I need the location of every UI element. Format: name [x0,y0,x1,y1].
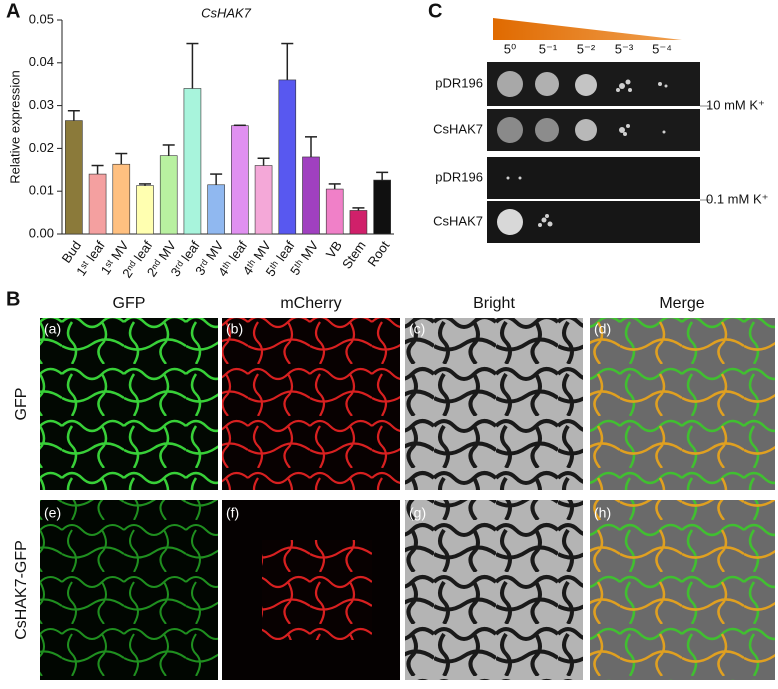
y-axis-label: Relative expression [7,70,22,183]
error-bar [352,207,365,211]
error-bar [305,136,317,157]
strain-label: CsHAK7 [433,121,483,136]
row-header: CsHAK7-GFP [13,540,30,640]
micrograph-region [262,540,372,640]
subpanel-label: (g) [409,505,426,521]
subpanel-label: (h) [594,505,611,521]
bar [88,173,107,235]
error-bar [67,109,80,121]
error-bar [186,42,199,89]
yeast-spots [497,71,668,235]
error-bar [115,152,128,165]
column-header: Merge [659,295,704,312]
bar [112,163,131,235]
subpanel-label: (f) [226,505,239,521]
error-bar [162,144,175,156]
subpanel-label: (b) [226,321,243,337]
micrograph [40,500,218,680]
micrograph [405,318,583,490]
error-bar [257,157,270,166]
error-bar [210,173,223,185]
x-tick-label: Root [364,238,392,269]
y-tick-label: 0.02 [29,140,54,155]
strain-label: CsHAK7 [433,213,483,228]
bar [373,179,391,235]
chart-title: CsHAK7 [201,5,252,20]
strain-label: pDR196 [435,169,483,184]
dilution-label: 5⁻³ [615,41,634,56]
bar [65,120,83,235]
dilution-gradient [493,18,682,40]
subpanel-label: (a) [44,321,61,337]
row-header: GFP [13,388,30,421]
y-tick-label: 0.03 [29,97,54,112]
column-header: mCherry [280,295,341,312]
dilution-label: 5⁻⁴ [652,41,672,56]
dilution-label: 5⁻¹ [539,41,558,56]
bar [278,79,297,235]
condition-label: 10 mM K⁺ [706,97,765,112]
micrograph [590,318,775,490]
y-tick-label: 0.04 [29,54,54,69]
column-header: Bright [473,295,515,312]
error-bar [281,42,294,80]
micrograph-labels: GFP mCherry Bright Merge GFP CsHAK7-GFP (a) (b)… [13,295,705,640]
bar [254,165,273,235]
panel-label: C [428,0,442,22]
bar [302,156,320,235]
spot-assay-labels: 5⁰ 5⁻¹ 5⁻² 5⁻³ 5⁻⁴ pDR196 CsHAK7 pDR196 CsHAK7 [433,41,672,228]
bar [159,155,178,235]
condition-label: 0.1 mM K⁺ [706,191,769,206]
panel-label: A [6,0,20,22]
strain-label: pDR196 [435,75,483,90]
bar [325,188,344,235]
micrograph [222,318,400,490]
subpanel-label: (e) [44,505,61,521]
micrograph [405,500,583,680]
y-tick-label: 0.01 [29,183,54,198]
bar [349,210,368,235]
subpanel-label: (c) [409,321,425,337]
error-bar [328,183,341,190]
column-header: GFP [113,295,146,312]
dilution-label: 5⁰ [504,41,516,56]
bar [231,125,249,235]
subpanel-label: (d) [594,321,611,337]
x-tick-label: Stem [339,238,369,271]
dilution-label: 5⁻² [577,41,596,56]
y-tick-label: 0.05 [29,11,54,26]
error-bar [91,164,104,175]
panel-label: B [6,288,20,310]
micrograph [590,500,775,680]
y-tick-label: 0.00 [29,225,54,240]
micrograph [40,318,218,490]
error-bar [139,183,151,186]
bar [183,88,202,235]
error-bar [376,171,389,181]
bar [136,185,154,235]
plate-strip [487,157,700,199]
bar [207,184,225,235]
